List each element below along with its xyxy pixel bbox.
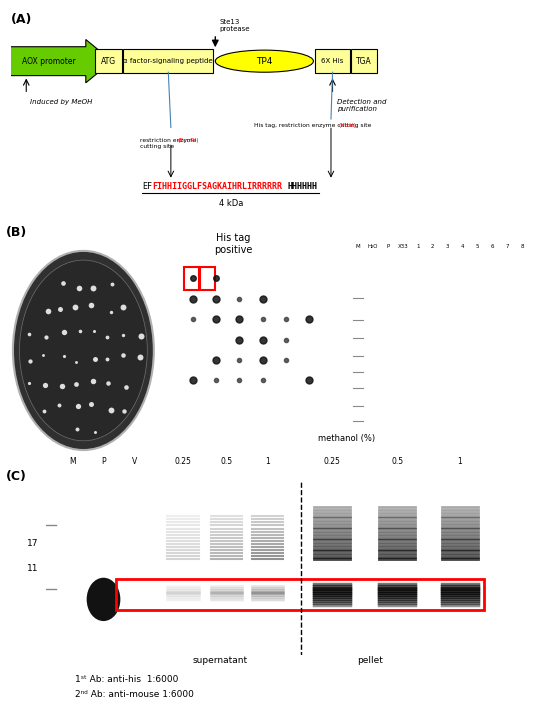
Text: 0.5: 0.5 [220, 457, 232, 466]
Text: 0.5: 0.5 [391, 457, 404, 466]
Text: X33: X33 [398, 244, 408, 249]
Text: 4 kDa: 4 kDa [218, 198, 243, 207]
Text: (C): (C) [6, 470, 27, 484]
Ellipse shape [19, 260, 147, 441]
Text: 6X His: 6X His [321, 58, 344, 64]
Text: Detection and
purification: Detection and purification [337, 98, 386, 112]
Text: 0.25: 0.25 [174, 457, 192, 466]
Text: TGA: TGA [356, 57, 372, 66]
Bar [183, 267, 199, 290]
Text: Induced by MeOH: Induced by MeOH [30, 98, 93, 105]
Text: ATG: ATG [101, 57, 116, 66]
Bar [116, 578, 484, 610]
Ellipse shape [87, 578, 121, 621]
Text: 17: 17 [26, 539, 38, 549]
Text: (B): (B) [6, 226, 27, 239]
Text: 1: 1 [265, 457, 270, 466]
Text: M: M [69, 457, 75, 466]
Text: supernatant: supernatant [193, 656, 247, 666]
Text: 2: 2 [431, 244, 435, 249]
Text: 11: 11 [26, 564, 38, 573]
Text: 2ⁿᵈ Ab: anti-mouse 1:6000: 2ⁿᵈ Ab: anti-mouse 1:6000 [75, 690, 194, 699]
Text: 1: 1 [416, 244, 420, 249]
Text: His tag
positive: His tag positive [214, 233, 252, 255]
Text: 7: 7 [506, 244, 509, 249]
Text: 3: 3 [446, 244, 450, 249]
Text: 5: 5 [476, 244, 479, 249]
Text: 1: 1 [457, 457, 462, 466]
Text: (A): (A) [11, 13, 32, 25]
FancyBboxPatch shape [351, 50, 378, 73]
Text: (XbaI): (XbaI) [339, 123, 357, 128]
Text: 4: 4 [461, 244, 464, 249]
Text: FIHHIIGGLFSAGKAIHRLIRRRRRR: FIHHIIGGLFSAGKAIHRLIRRRRRR [152, 183, 282, 191]
Text: restriction enzyme
cutting site: restriction enzyme cutting site [140, 138, 196, 149]
Ellipse shape [13, 251, 154, 450]
Text: 8: 8 [521, 244, 525, 249]
Ellipse shape [215, 50, 314, 72]
Text: pellet: pellet [357, 656, 383, 666]
FancyBboxPatch shape [9, 40, 112, 83]
Text: H₂O: H₂O [367, 244, 378, 249]
Text: 1ˢᵗ Ab: anti-his  1:6000: 1ˢᵗ Ab: anti-his 1:6000 [75, 675, 179, 684]
Text: (EcoRI): (EcoRI) [178, 138, 199, 143]
FancyBboxPatch shape [95, 50, 122, 73]
Text: AOX promoter: AOX promoter [23, 57, 76, 66]
Text: α factor-signaling peptide: α factor-signaling peptide [124, 58, 213, 64]
Text: TP4: TP4 [256, 57, 273, 66]
FancyBboxPatch shape [315, 50, 350, 73]
Text: P: P [101, 457, 106, 466]
Text: His tag, restriction enzyme cutting site: His tag, restriction enzyme cutting site [253, 123, 373, 128]
Text: Ste13
protease: Ste13 protease [220, 19, 250, 33]
Text: methanol (%): methanol (%) [318, 434, 375, 443]
Text: 0.25: 0.25 [324, 457, 341, 466]
Text: V: V [132, 457, 137, 466]
Text: M: M [356, 244, 360, 249]
Text: 6: 6 [491, 244, 494, 249]
Bar [200, 267, 215, 290]
FancyBboxPatch shape [123, 50, 213, 73]
Text: HHHHHH: HHHHHH [288, 183, 318, 191]
Text: P: P [386, 244, 390, 249]
Text: EF: EF [143, 183, 152, 191]
